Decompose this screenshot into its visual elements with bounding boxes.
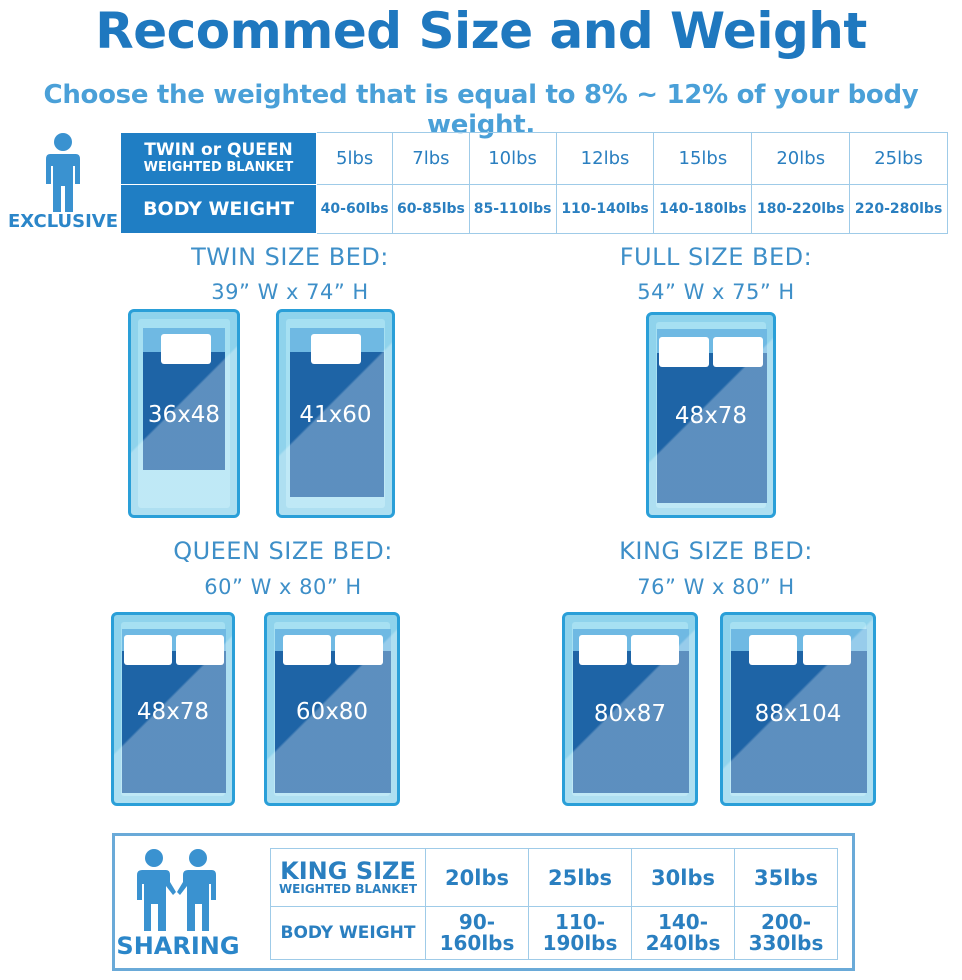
sharing-panel [112,833,855,971]
body-weight-cell: 140-180lbs [653,184,753,234]
weight-cell: 5lbs [315,132,394,185]
blanket-size-label: 41x60 [299,402,372,428]
queen-bed-heading: QUEEN SIZE BED: [173,537,393,565]
bed-graphic: 88x104 [720,612,876,806]
body-weight-cell: 180-220lbs [751,184,851,234]
body-weight-cell: 60-85lbs [392,184,470,234]
weight-cell: 35lbs [734,848,838,907]
exclusive-table: TWIN or QUEEN WEIGHTED BLANKET 5lbs 7lbs… [120,132,948,234]
queen-bed-dimensions: 60” W x 80” H [204,575,362,599]
twin-queen-header: TWIN or QUEEN WEIGHTED BLANKET [120,132,317,185]
blanket-size-label: 48x78 [674,403,748,429]
person-icon [46,133,80,212]
weight-cell: 25lbs [849,132,948,185]
bed-graphic: 80x87 [562,612,698,806]
body-weight-header: BODY WEIGHT [120,184,317,234]
king-size-header: KING SIZE WEIGHTED BLANKET [270,848,426,907]
blanket-size-label: 88x104 [754,701,842,727]
header-line1: KING SIZE [280,857,416,885]
body-weight-cell: 110-140lbs [555,184,655,234]
table-row: BODY WEIGHT 90- 160lbs 110- 190lbs 140- 240… [270,906,838,960]
king-bed-heading: KING SIZE BED: [619,537,813,565]
king-bed-dimensions: 76” W x 80” H [637,575,795,599]
body-weight-cell: 140- 240lbs [631,906,735,960]
bed-graphic: 60x80 [264,612,400,806]
header-line2: WEIGHTED BLANKET [143,160,294,175]
header-line1: TWIN or QUEEN [144,140,293,160]
table-row: KING SIZE WEIGHTED BLANKET 20lbs 25lbs 3… [270,848,838,907]
weight-cell: 15lbs [653,132,753,185]
body-weight-header: BODY WEIGHT [270,906,426,960]
body-weight-cell: 85-110lbs [468,184,557,234]
weight-cell: 20lbs [751,132,851,185]
sharing-table: KING SIZE WEIGHTED BLANKET 20lbs 25lbs 3… [270,848,838,960]
body-weight-cell: 110- 190lbs [528,906,632,960]
full-bed-dimensions: 54” W x 75” H [637,280,795,304]
blanket-size-label: 36x48 [147,402,221,428]
body-weight-cell: 220-280lbs [849,184,948,234]
bed-graphic: 48x78 [646,312,776,518]
table-row: BODY WEIGHT 40-60lbs 60-85lbs 85-110lbs … [120,184,948,234]
header-line2: WEIGHTED BLANKET [278,882,418,896]
weight-cell: 20lbs [425,848,529,907]
bed-graphic: 41x60 [276,309,395,518]
twin-bed-dimensions: 39” W x 74” H [211,280,369,304]
body-weight-cell: 200- 330lbs [734,906,838,960]
two-persons-icon [137,849,216,931]
weight-cell: 7lbs [392,132,470,185]
full-bed-heading: FULL SIZE BED: [619,243,813,271]
twin-bed-heading: TWIN SIZE BED: [191,243,389,271]
blanket-size-label: 80x87 [593,701,667,727]
sharing-label: SHARING [116,932,240,960]
bed-graphic: 48x78 [111,612,235,806]
weight-cell: 25lbs [528,848,632,907]
page-subtitle: Choose the weighted that is equal to 8% … [43,80,919,140]
exclusive-label: EXCLUSIVE [7,211,119,232]
weight-cell: 30lbs [631,848,735,907]
blanket-size-label: 60x80 [295,699,369,725]
body-weight-cell: 90- 160lbs [425,906,529,960]
body-weight-cell: 40-60lbs [315,184,394,234]
bed-graphic: 36x48 [128,309,240,518]
blanket-size-label: 48x78 [136,699,210,725]
weight-cell: 12lbs [555,132,655,185]
page-title: Recommed Size and Weight [95,2,867,60]
weight-cell: 10lbs [468,132,557,185]
table-row: TWIN or QUEEN WEIGHTED BLANKET 5lbs 7lbs… [120,132,948,185]
